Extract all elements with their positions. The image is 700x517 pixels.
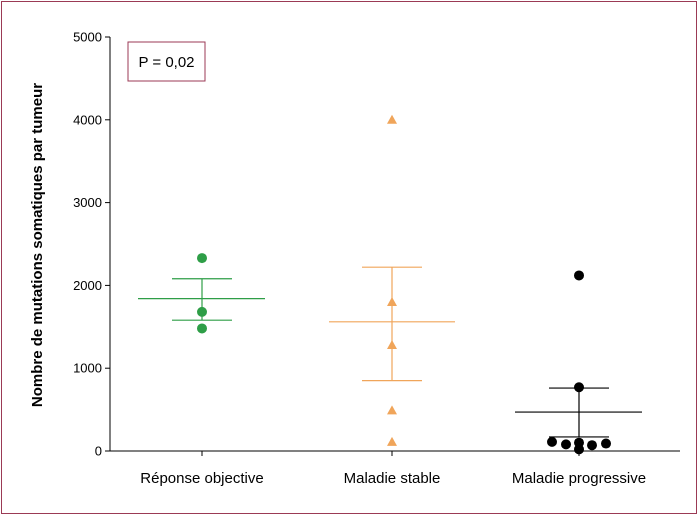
- data-point: [547, 436, 557, 447]
- group-2: Maladie progressive: [512, 270, 646, 487]
- data-point: [574, 382, 584, 393]
- data-point: [601, 438, 611, 449]
- data-point: [587, 440, 597, 451]
- data-point: [387, 114, 397, 124]
- y-axis-title: Nombre de mutations somatiques par tumeu…: [29, 83, 46, 407]
- data-point: [197, 306, 207, 317]
- data-point: [574, 270, 584, 281]
- data-groups: Réponse objective Maladie stable Maladie p…: [138, 114, 646, 487]
- data-point: [387, 296, 397, 306]
- axes: 0 1000 2000 3000 4000 5000: [73, 30, 680, 459]
- data-point: [197, 323, 207, 334]
- y-tick-label: 2000: [73, 278, 102, 293]
- y-tick-label: 4000: [73, 112, 102, 127]
- y-tick-label: 3000: [73, 195, 102, 210]
- data-point: [387, 340, 397, 350]
- group-0: Réponse objective: [138, 253, 265, 487]
- data-point: [387, 405, 397, 415]
- data-point: [387, 436, 397, 446]
- y-tick-label: 5000: [73, 30, 102, 45]
- y-tick-label: 1000: [73, 361, 102, 376]
- p-value-box: P = 0,02: [127, 41, 206, 82]
- data-point: [561, 439, 571, 450]
- x-category-label: Maladie stable: [344, 470, 441, 487]
- data-point: [197, 253, 207, 264]
- p-value-box-border: [127, 41, 206, 82]
- group-1: Maladie stable: [329, 114, 455, 487]
- y-tick-label: 0: [95, 444, 102, 459]
- x-category-label: Maladie progressive: [512, 470, 646, 487]
- x-category-label: Réponse objective: [140, 470, 263, 487]
- p-value-text: P = 0,02: [138, 54, 194, 71]
- data-point: [574, 437, 584, 448]
